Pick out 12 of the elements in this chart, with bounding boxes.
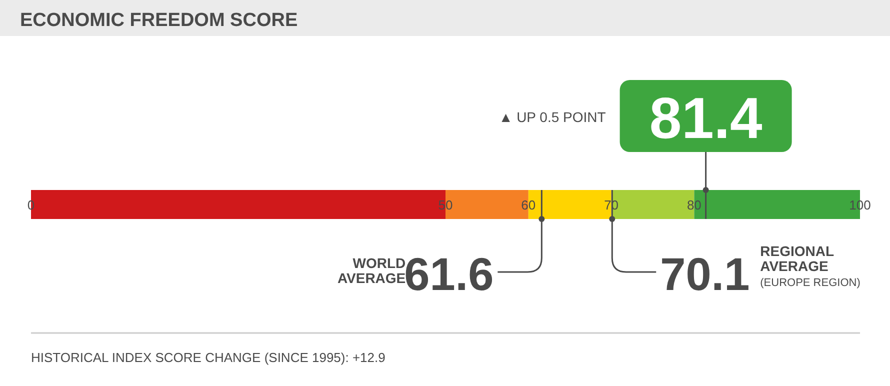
text: WORLD AVERAGE (337, 255, 406, 286)
ref-line-label: 81.4 (649, 86, 762, 151)
x-tick-label: 50 (438, 198, 453, 212)
ref-line-label: 61.6 (404, 248, 494, 300)
text: HISTORICAL INDEX SCORE CHANGE (SINCE 1995): +12.9 (31, 350, 386, 365)
x-tick-label: 60 (521, 198, 536, 212)
x-tick-label: 80 (686, 198, 702, 212)
text: (EUROPE REGION) (760, 277, 860, 289)
ref-line-label: 70.1 (660, 248, 750, 300)
chart-title: ECONOMIC FREEDOM SCORE (20, 10, 298, 31)
text: ▲ UP 0.5 POINT (498, 109, 606, 125)
text: REGIONAL AVERAGE (760, 243, 834, 274)
